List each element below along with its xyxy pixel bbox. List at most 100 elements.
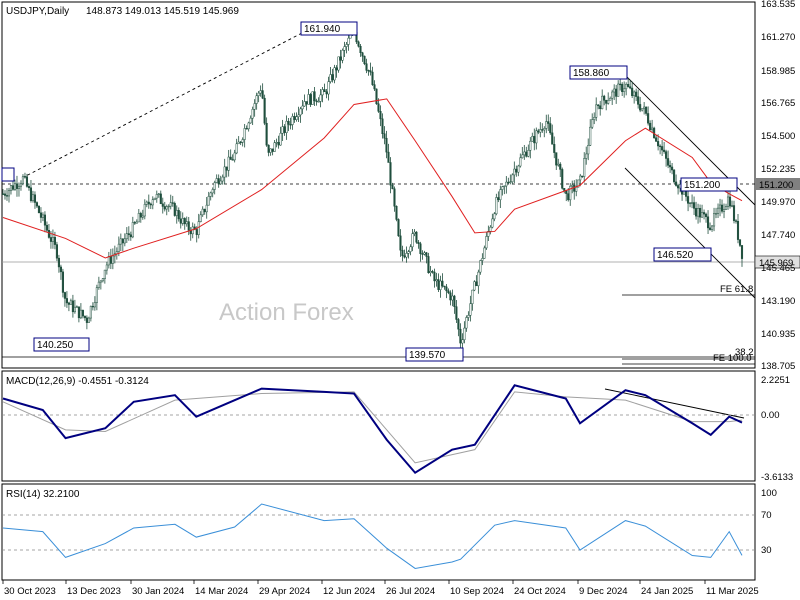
candle-body <box>377 103 380 112</box>
price-y-tick: 138.705 <box>761 361 795 372</box>
macd-lines <box>2 384 743 475</box>
candle-body <box>235 143 238 154</box>
candle-body <box>479 260 482 273</box>
candle-body <box>457 319 460 330</box>
candle-body <box>379 111 382 120</box>
candle-body <box>119 238 122 245</box>
candle-body <box>331 74 334 81</box>
candle-body <box>305 101 308 105</box>
candle-body <box>203 208 206 213</box>
candle-body <box>219 180 222 185</box>
candle-body <box>225 166 228 171</box>
candle-body <box>385 137 388 153</box>
candle-body <box>101 278 104 282</box>
candle-body <box>171 202 174 204</box>
candle-body <box>675 181 678 186</box>
candle-body <box>417 241 420 244</box>
macd-y-tick: -3.6133 <box>761 472 793 483</box>
candle-body <box>541 129 544 131</box>
candle-body <box>251 109 254 119</box>
candle-body <box>233 152 236 161</box>
candle-body <box>241 139 244 143</box>
candle-body <box>67 302 70 305</box>
candle-body <box>271 148 274 152</box>
candle-body <box>736 220 740 240</box>
candle-body <box>543 128 546 131</box>
candle-body <box>449 292 452 301</box>
candle-body <box>661 146 664 151</box>
candle-body <box>718 204 722 209</box>
candle-body <box>343 46 346 51</box>
candle-body <box>83 315 86 319</box>
candle-body <box>673 169 676 183</box>
candle-body <box>671 166 674 171</box>
candle-body <box>529 140 532 151</box>
candle-body <box>433 271 436 282</box>
candle-body <box>599 105 602 110</box>
candle-body <box>139 213 142 218</box>
candle-body <box>25 176 29 187</box>
candle-body <box>327 81 330 95</box>
candle-body <box>645 106 648 114</box>
candle-body <box>601 95 604 110</box>
candle-body <box>13 183 17 190</box>
candle-body <box>165 206 168 210</box>
candle-body <box>710 225 714 230</box>
candle-body <box>597 104 600 107</box>
watermark: Action Forex <box>219 299 354 326</box>
candle-body <box>1 193 5 195</box>
x-tick-label: 24 Jan 2025 <box>641 586 693 597</box>
svg-text:161.940: 161.940 <box>304 24 341 35</box>
x-tick-label: 14 Mar 2024 <box>195 586 248 597</box>
candle-body <box>323 89 326 93</box>
candle-body <box>3 193 7 196</box>
candle-body <box>637 96 640 105</box>
candle-body <box>411 233 414 248</box>
candle-body <box>423 252 426 255</box>
candle-body <box>429 271 432 274</box>
price-y-tick: 156.765 <box>761 98 795 109</box>
candle-body <box>409 246 412 252</box>
candle-body <box>441 280 444 287</box>
candle-body <box>303 101 306 107</box>
candle-body <box>295 116 298 120</box>
candle-body <box>279 132 282 146</box>
candle-body <box>333 67 336 81</box>
channel-lower <box>624 167 756 299</box>
candle-body <box>589 126 592 146</box>
candle-body <box>243 128 246 140</box>
candle-body <box>399 235 402 251</box>
candle-body <box>559 163 562 170</box>
candle-body <box>209 192 212 197</box>
candle-body <box>425 252 428 257</box>
candle-body <box>445 286 448 292</box>
candle-body <box>437 279 440 290</box>
candle-body <box>703 212 706 215</box>
candle-body <box>691 202 694 204</box>
annotation-146520: 146.520 <box>653 247 712 262</box>
candle-body <box>103 269 106 279</box>
price-y-tick: 140.935 <box>761 329 795 340</box>
candle-body <box>575 186 578 192</box>
candle-body <box>515 168 518 173</box>
candle-body <box>141 215 144 218</box>
candle-body <box>695 208 698 217</box>
candle-body <box>641 108 644 111</box>
macd-signal-line <box>2 391 743 464</box>
candle-body <box>511 174 514 183</box>
candle-body <box>740 245 744 259</box>
candle-body <box>453 295 456 307</box>
candle-body <box>591 119 594 128</box>
candle-body <box>473 281 476 291</box>
candle-body <box>623 88 626 92</box>
candle-body <box>253 103 256 110</box>
candle-body <box>297 114 300 117</box>
candle-body <box>415 231 418 243</box>
candle-body <box>245 128 248 130</box>
candle-body <box>29 187 33 201</box>
candle-body <box>257 92 260 96</box>
price-y-tick: 143.190 <box>761 296 795 307</box>
candle-body <box>371 71 374 85</box>
candle-body <box>213 182 216 190</box>
candle-body <box>443 285 446 288</box>
